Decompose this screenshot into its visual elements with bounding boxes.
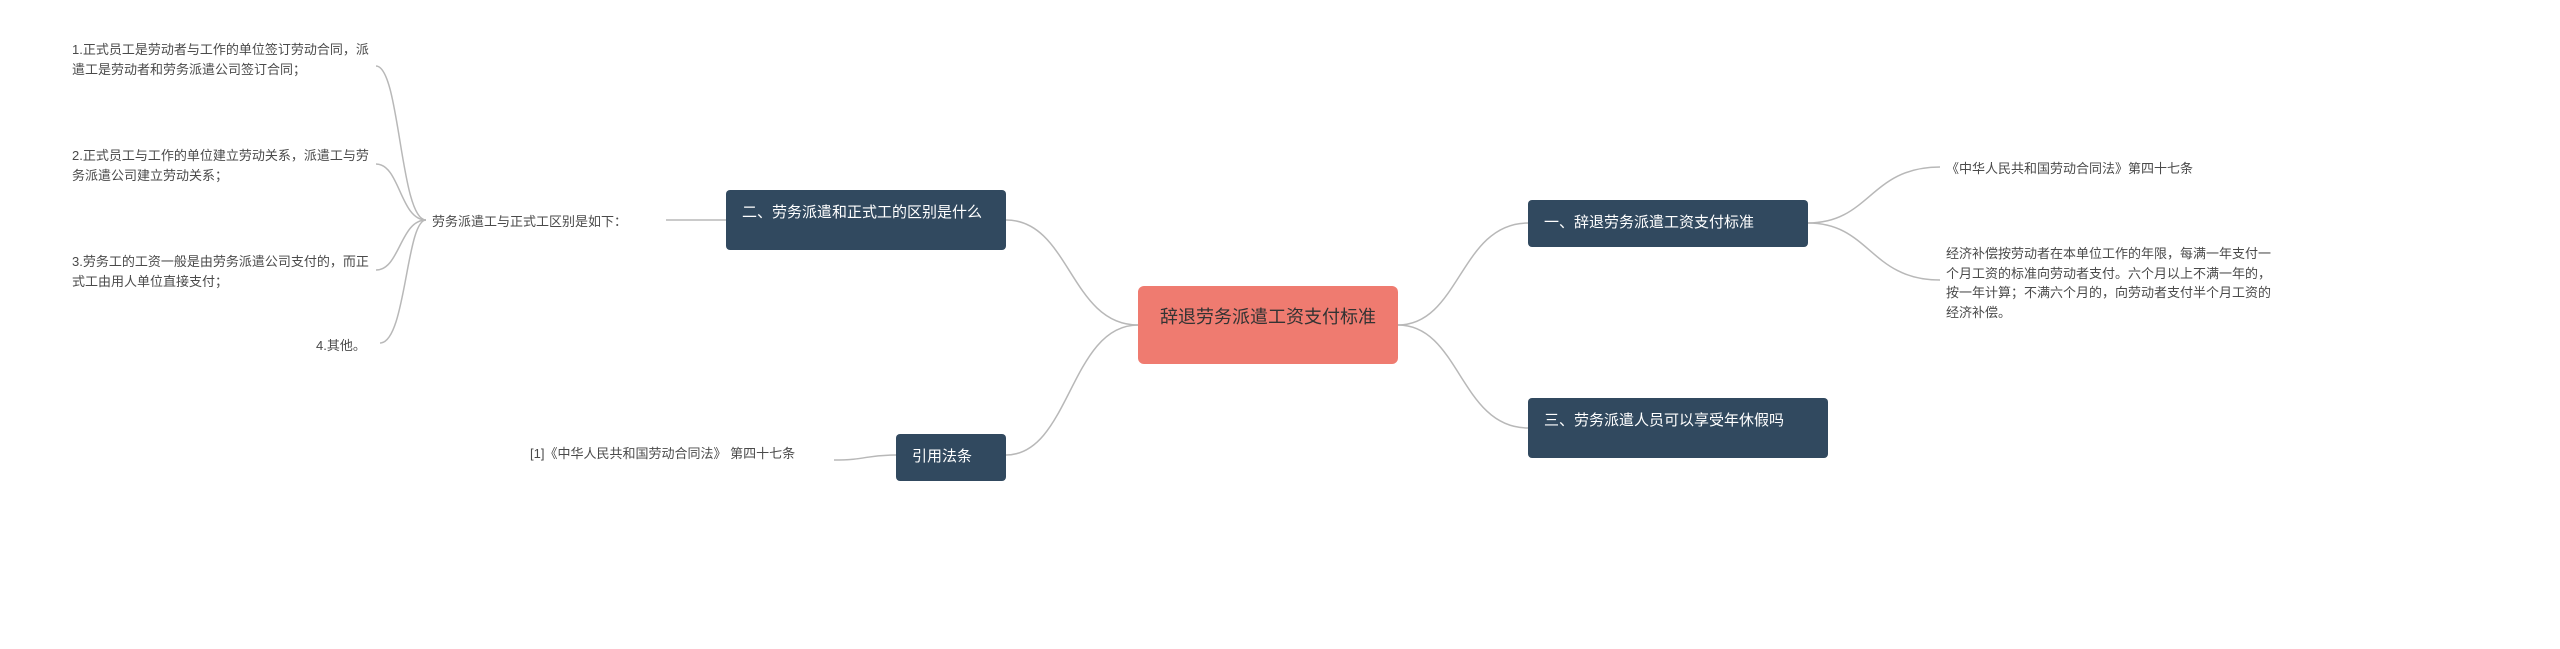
leaf-compensation-desc: 经济补偿按劳动者在本单位工作的年限，每满一年支付一个月工资的标准向劳动者支付。六…	[1940, 240, 2280, 326]
leaf-diff-3: 3.劳务工的工资一般是由劳务派遣公司支付的，而正式工由用人单位直接支付；	[66, 248, 376, 295]
branch-citation[interactable]: 引用法条	[896, 434, 1006, 481]
leaf-citation-1: [1]《中华人民共和国劳动合同法》 第四十七条	[524, 440, 834, 480]
leaf-diff-1: 1.正式员工是劳动者与工作的单位签订劳动合同，派遣工是劳动者和劳务派遣公司签订合…	[66, 36, 376, 96]
leaf-law-47: 《中华人民共和国劳动合同法》第四十七条	[1940, 155, 2260, 183]
branch-section-2[interactable]: 二、劳务派遣和正式工的区别是什么	[726, 190, 1006, 250]
leaf-diff-4: 4.其他。	[310, 332, 380, 360]
root-node[interactable]: 辞退劳务派遣工资支付标准	[1138, 286, 1398, 364]
leaf-diff-intro: 劳务派遣工与正式工区别是如下：	[426, 208, 666, 236]
leaf-diff-2: 2.正式员工与工作的单位建立劳动关系，派遣工与劳务派遣公司建立劳动关系；	[66, 142, 376, 189]
branch-section-1[interactable]: 一、辞退劳务派遣工资支付标准	[1528, 200, 1808, 247]
branch-section-3[interactable]: 三、劳务派遣人员可以享受年休假吗	[1528, 398, 1828, 458]
